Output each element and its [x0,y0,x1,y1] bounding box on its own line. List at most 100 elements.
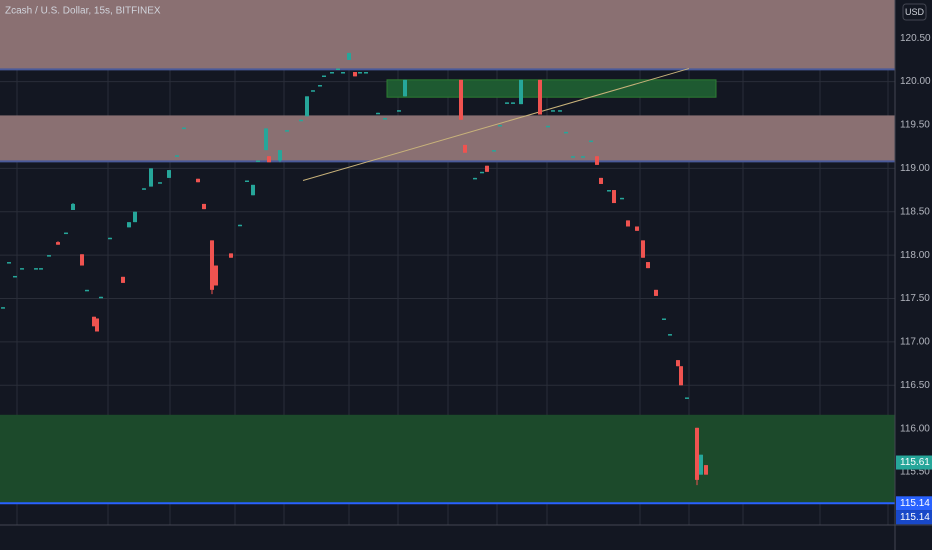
candle-body [589,140,593,143]
candle-body [347,52,351,60]
candle-body [519,79,523,105]
candle-body [641,240,645,258]
candle-body [299,119,303,122]
candle-body [196,178,200,183]
candle-body [364,72,368,74]
candle-body [473,177,477,180]
candle-body [322,75,326,77]
candle-body [149,168,153,187]
candle-body [7,262,11,264]
candle-body [311,90,315,92]
candle-body [341,72,345,74]
candle-body [336,68,340,71]
zone [0,414,895,503]
candle-body [34,268,38,270]
zone [0,0,895,70]
candle-body [133,211,137,223]
chart-title: Zcash / U.S. Dollar, 15s, BITFINEX [5,6,161,17]
price-label-box [896,510,932,525]
candle-body [558,110,562,112]
candle-body [167,170,171,178]
y-tick-label: 115.50 [900,467,930,478]
candle-body [85,289,89,292]
candle-body [498,124,502,127]
candle-body [546,125,550,128]
plot-area [0,0,895,525]
y-tick-label: 117.50 [900,293,930,304]
candle-body [571,156,575,158]
candle-body [64,232,68,235]
candle-body [595,156,599,165]
zone [386,79,717,98]
candle-body [80,254,84,266]
candle-body [492,150,496,152]
candle-body [662,318,666,320]
candle-body [635,226,639,231]
candle-body [463,144,467,153]
candle-body [607,190,611,192]
candle-body [626,220,630,227]
price-label-box [896,496,932,511]
price-label: 115.61 [900,457,930,468]
candle-body [71,203,75,210]
candle-body [376,112,380,115]
candle-body [305,96,309,117]
currency-button[interactable] [902,3,927,21]
candle-body [459,79,463,120]
candle-body [668,334,672,336]
candle-body [158,182,162,184]
y-tick-label: 118.50 [900,206,930,217]
y-tick-label: 118.00 [900,250,930,261]
candle-body [538,79,542,115]
candle-body [121,276,125,283]
candle-body [1,307,5,309]
y-tick-label: 116.50 [900,380,930,391]
candle-body [214,265,218,286]
candle-body [397,110,401,112]
y-tick-label: 119.00 [900,163,930,174]
candle-body [676,360,680,367]
candle-body [695,427,699,480]
candle-body [108,237,112,240]
candle-body [56,242,60,245]
candle-body [383,118,387,120]
candle-body [202,203,206,210]
candle-body [229,253,233,258]
candle-body [285,130,289,132]
candle-body [264,128,268,151]
candle-body [267,156,271,163]
candle-body [182,127,186,130]
candle-body [278,150,282,161]
candle-body [564,131,568,134]
candle-body [353,72,357,77]
trend-line [302,68,690,181]
candle-body [612,190,616,204]
candle-body [318,85,322,87]
candle-body [599,177,603,184]
y-tick-label: 120.50 [900,33,931,44]
currency-label[interactable]: USD [905,7,925,17]
candle-body [511,102,515,104]
y-tick-label: 119.50 [900,120,930,131]
candle-body [238,224,242,227]
candle-body [251,184,255,196]
candle-body [210,240,214,290]
candle-body [175,155,179,157]
candle-body [95,318,99,332]
candle-body [92,316,96,327]
candle-body [403,79,407,97]
candle-body [646,262,650,269]
candle-body [245,180,249,182]
candle-body [704,465,708,475]
candle-body [20,268,24,270]
candle-body [505,102,509,104]
candle-body [330,72,334,74]
y-tick-label: 120.00 [900,76,931,87]
candle-body [127,222,131,228]
y-tick-label: 117.00 [900,337,930,348]
candle-body [699,454,703,475]
time-axis [0,525,895,550]
candle-body [685,397,689,399]
candle-body [142,188,146,190]
